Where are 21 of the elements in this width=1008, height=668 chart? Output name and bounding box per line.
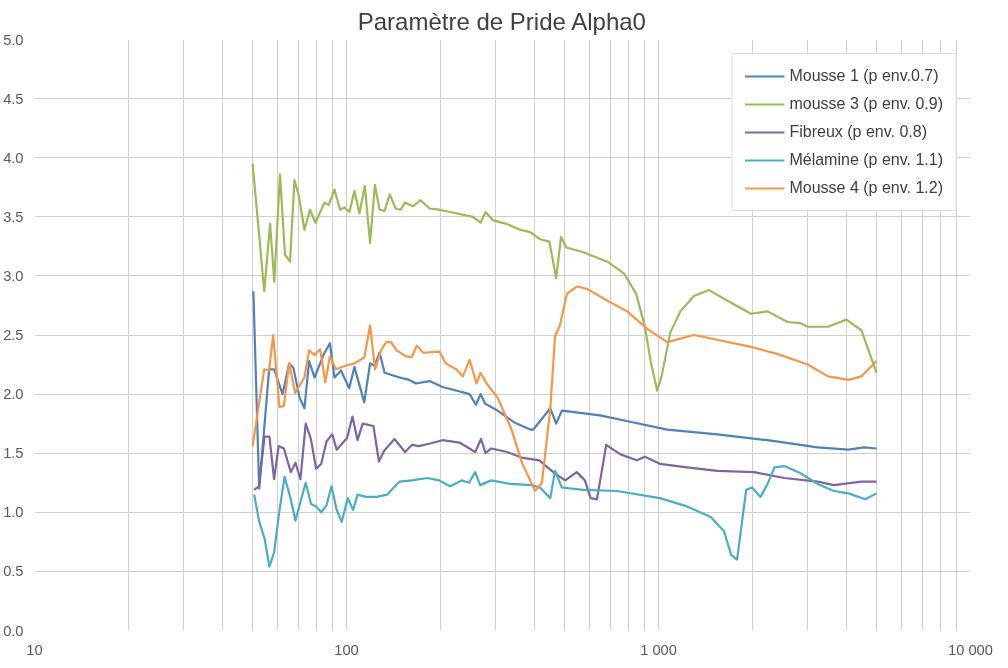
y-tick-label: 4.5	[3, 90, 24, 107]
y-tick-label: 2.5	[3, 327, 24, 343]
legend-label: mousse 3 (p env. 0.9)	[789, 95, 943, 113]
y-tick-label: 3.5	[3, 208, 24, 225]
y-tick-label: 2.0	[3, 386, 24, 403]
y-tick-label: 5.0	[3, 31, 24, 48]
x-tick-label: 100	[334, 641, 359, 658]
y-tick-label: 0.5	[3, 563, 24, 580]
y-tick-label: 1.5	[3, 445, 24, 462]
x-tick-label: 10	[26, 641, 43, 658]
chart-title: Paramètre de Pride Alpha0	[357, 7, 646, 35]
x-tick-label: 10 000	[948, 641, 993, 658]
legend-label: Mousse 1 (p env.0.7)	[789, 67, 939, 85]
legend-label: Fibreux (p env. 0.8)	[789, 123, 927, 141]
legend-label: Mousse 4 (p env. 1.2)	[789, 179, 943, 197]
y-tick-label: 4.0	[3, 149, 24, 166]
x-tick-label: 1 000	[640, 641, 677, 658]
y-tick-label: 1.0	[3, 504, 24, 521]
y-tick-label: 3.0	[3, 267, 24, 284]
legend-label: Mélamine (p env. 1.1)	[789, 151, 943, 169]
y-tick-label: 0.0	[3, 622, 24, 639]
